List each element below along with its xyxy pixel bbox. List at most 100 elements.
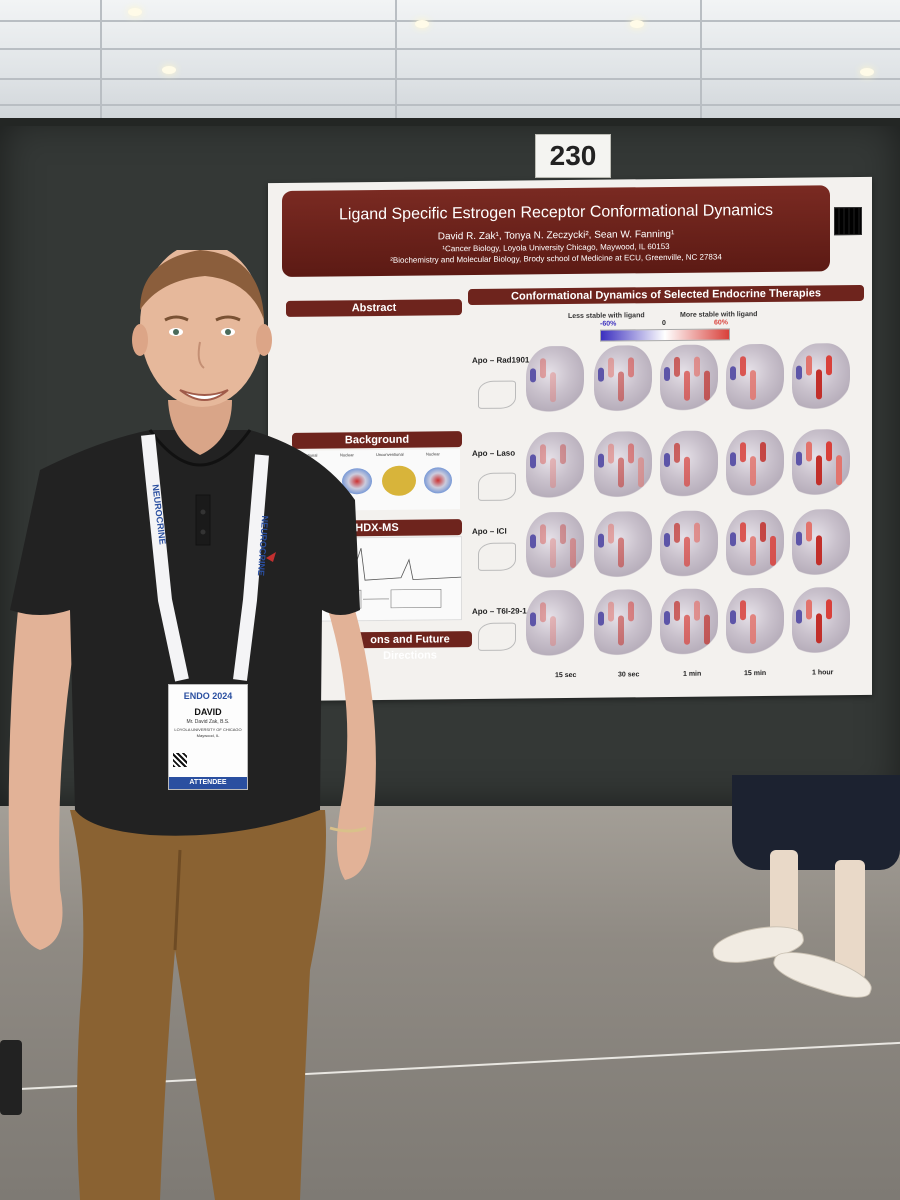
badge-role: ATTENDEE xyxy=(169,777,247,789)
protein-structure xyxy=(792,509,850,578)
timepoint-label: 1 min xyxy=(683,670,702,678)
protein-structure xyxy=(726,429,784,499)
helix-highlight xyxy=(816,535,822,566)
legend-mid: 0 xyxy=(662,319,666,328)
helix-highlight xyxy=(540,444,546,465)
helix-highlight xyxy=(730,610,736,625)
helix-highlight xyxy=(684,456,690,487)
helix-highlight xyxy=(806,441,812,462)
helix-highlight xyxy=(628,601,634,622)
helix-highlight xyxy=(530,534,536,549)
ligand-structure xyxy=(478,472,516,501)
ligand-structure xyxy=(478,380,516,409)
attendee-badge: ENDO 2024 DAVID Mr. David Zak, B.S. LOYO… xyxy=(168,684,248,790)
helix-highlight xyxy=(684,614,690,645)
badge-first-name: DAVID xyxy=(194,707,222,717)
row-label-laso: Apo – Laso xyxy=(472,448,516,459)
protein-structure xyxy=(594,431,652,500)
helix-highlight xyxy=(796,451,802,466)
legend-more-stable: More stable with ligand xyxy=(680,311,758,319)
helix-highlight xyxy=(740,600,746,621)
helix-highlight xyxy=(816,613,822,644)
helix-highlight xyxy=(674,442,680,463)
helix-highlight xyxy=(806,355,812,376)
helix-highlight xyxy=(530,368,536,383)
helix-highlight xyxy=(598,533,604,548)
helix-highlight xyxy=(550,372,556,403)
bag-on-floor xyxy=(0,1040,22,1115)
protein-structure xyxy=(726,343,784,413)
helix-highlight xyxy=(674,356,680,377)
helix-highlight xyxy=(608,443,614,464)
protein-structure xyxy=(660,588,718,658)
helix-highlight xyxy=(638,457,644,488)
helix-highlight xyxy=(694,600,700,621)
helix-highlight xyxy=(796,609,802,624)
helix-highlight xyxy=(816,369,822,400)
protein-structure xyxy=(526,345,584,415)
poster-board-top-edge xyxy=(0,118,900,126)
helix-highlight xyxy=(674,600,680,621)
helix-highlight xyxy=(664,366,670,382)
helix-highlight xyxy=(530,454,536,469)
helix-highlight xyxy=(530,612,536,627)
helix-highlight xyxy=(750,370,756,401)
helix-highlight xyxy=(836,455,842,486)
helix-highlight xyxy=(694,522,700,543)
helix-highlight xyxy=(608,601,614,622)
helix-highlight xyxy=(730,532,736,547)
helix-highlight xyxy=(664,532,670,548)
badge-city: Maywood, IL xyxy=(196,733,220,738)
helix-highlight xyxy=(608,357,614,378)
helix-highlight xyxy=(694,356,700,377)
helix-highlight xyxy=(570,537,576,568)
protein-structure xyxy=(660,510,718,580)
helix-highlight xyxy=(750,614,756,645)
ligand-structure xyxy=(478,542,516,571)
helix-highlight xyxy=(826,441,832,462)
protein-structure xyxy=(792,587,850,656)
helix-highlight xyxy=(806,521,812,542)
row-label-rad1901: Apo – Rad1901 xyxy=(472,355,530,366)
presenter xyxy=(8,250,376,1200)
helix-highlight xyxy=(760,521,766,543)
badge-qr-code xyxy=(173,753,187,767)
helix-highlight xyxy=(628,443,634,464)
helix-highlight xyxy=(816,455,822,486)
protein-structure xyxy=(660,430,718,500)
convention-hall-ceiling xyxy=(0,0,900,125)
board-number-card: 230 xyxy=(535,134,611,178)
helix-highlight xyxy=(628,357,634,378)
helix-highlight xyxy=(618,371,624,402)
helix-highlight xyxy=(704,370,710,401)
helix-highlight xyxy=(684,370,690,401)
helix-highlight xyxy=(826,599,832,620)
helix-highlight xyxy=(540,524,546,545)
legend-less-stable: Less stable with ligand xyxy=(568,312,645,321)
helix-highlight xyxy=(730,452,736,467)
timepoint-label: 30 sec xyxy=(618,671,640,679)
protein-structure xyxy=(526,511,584,581)
helix-highlight xyxy=(796,365,802,380)
bystander-dress xyxy=(732,775,900,870)
helix-highlight xyxy=(796,531,802,546)
helix-highlight xyxy=(684,536,690,567)
protein-structure xyxy=(526,589,584,659)
helix-highlight xyxy=(730,366,736,381)
helix-highlight xyxy=(608,523,614,544)
protein-structure xyxy=(792,343,850,412)
helix-highlight xyxy=(760,441,766,463)
helix-highlight xyxy=(560,524,566,545)
background-label-4: Nuclear xyxy=(426,451,440,457)
bystander-leg xyxy=(770,850,798,940)
legend-min: -60% xyxy=(600,320,617,328)
helix-highlight xyxy=(618,537,624,568)
helix-highlight xyxy=(664,610,670,626)
helix-highlight xyxy=(598,367,604,382)
helix-highlight xyxy=(826,355,832,376)
protein-structure xyxy=(726,509,784,579)
helix-highlight xyxy=(540,602,546,623)
helix-highlight xyxy=(704,614,710,645)
helix-highlight xyxy=(740,442,746,463)
